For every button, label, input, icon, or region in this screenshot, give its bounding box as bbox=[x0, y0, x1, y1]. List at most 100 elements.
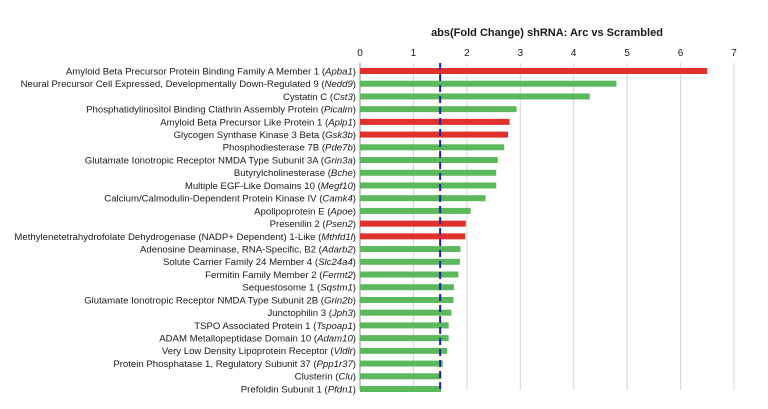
category-label: Amyloid Beta Precursor Protein Binding F… bbox=[66, 66, 356, 77]
category-label: Multiple EGF-Like Domains 10 (Megf10) bbox=[185, 181, 356, 192]
category-close-paren: ) bbox=[353, 334, 356, 345]
category-close-paren: ) bbox=[353, 194, 356, 205]
category-close-paren: ) bbox=[353, 143, 356, 154]
category-close-paren: ) bbox=[353, 244, 356, 255]
bar-clu bbox=[360, 373, 442, 380]
category-label: Cystatin C (Cst3) bbox=[283, 92, 356, 103]
category-label: Sequestosome 1 (Sqstm1) bbox=[242, 283, 356, 294]
category-name: Glutamate Ionotropic Receptor NMDA Type … bbox=[85, 155, 325, 166]
category-label: Apolipoprotein E (Apoe) bbox=[254, 206, 356, 217]
gene-symbol: Ppp1r37 bbox=[317, 359, 354, 370]
x-tick-label: 6 bbox=[678, 48, 684, 59]
gene-symbol: Psen2 bbox=[326, 219, 354, 230]
category-close-paren: ) bbox=[353, 206, 356, 217]
bar-grin3a bbox=[360, 157, 498, 164]
category-label: Phosphodiesterase 7B (Pde7b) bbox=[223, 143, 356, 154]
gene-symbol: Vldlr bbox=[334, 346, 354, 357]
category-label-layer: Amyloid Beta Precursor Protein Binding F… bbox=[14, 66, 356, 395]
bar-fermt2 bbox=[360, 271, 459, 278]
category-label: Methylenetetrahydrofolate Dehydrogenase … bbox=[14, 232, 356, 243]
category-close-paren: ) bbox=[353, 372, 356, 383]
gene-symbol: Picalm bbox=[324, 105, 353, 116]
category-close-paren: ) bbox=[353, 181, 356, 192]
category-label: Amyloid Beta Precursor Like Protein 1 (A… bbox=[160, 117, 356, 128]
category-label: Glycogen Synthase Kinase 3 Beta (Gsk3b) bbox=[174, 130, 356, 141]
bar-camk4 bbox=[360, 195, 486, 202]
category-name: Solute Carrier Family 24 Member 4 ( bbox=[163, 257, 319, 268]
bar-vldlr bbox=[360, 347, 448, 354]
category-close-paren: ) bbox=[353, 321, 356, 332]
bar-pfdn1 bbox=[360, 386, 442, 392]
category-name: Prefoldin Subunit 1 ( bbox=[241, 384, 329, 395]
category-label: ADAM Metallopeptidase Domain 10 (Adam10) bbox=[159, 334, 356, 345]
category-label: Glutamate Ionotropic Receptor NMDA Type … bbox=[85, 155, 356, 166]
bar-jph3 bbox=[360, 309, 452, 316]
gene-symbol: Adarb2 bbox=[321, 244, 354, 255]
gene-symbol: Fermt2 bbox=[322, 270, 353, 281]
category-label: Butyrylcholinesterase (Bche) bbox=[234, 168, 356, 179]
category-label: Presenilin 2 (Psen2) bbox=[270, 219, 356, 230]
gene-symbol: Camk4 bbox=[322, 194, 352, 205]
category-name: Amyloid Beta Precursor Like Protein 1 ( bbox=[160, 117, 329, 128]
category-name: Apolipoprotein E ( bbox=[254, 206, 331, 217]
category-label: TSPO Associated Protein 1 (Tspoap1) bbox=[194, 321, 356, 332]
category-label: Calcium/Calmodulin-Dependent Protein Kin… bbox=[104, 194, 356, 205]
bar-nedd9 bbox=[360, 80, 617, 87]
bar-ppp1r37 bbox=[360, 360, 443, 367]
category-label: Solute Carrier Family 24 Member 4 (Slc24… bbox=[163, 257, 356, 268]
category-name: Cystatin C ( bbox=[283, 92, 334, 103]
gene-symbol: Mthfd1l bbox=[321, 232, 353, 243]
x-tick-label: 4 bbox=[571, 48, 577, 59]
bar-megf10 bbox=[360, 182, 497, 189]
gene-symbol: Clu bbox=[338, 372, 353, 383]
category-close-paren: ) bbox=[353, 79, 356, 90]
bar-bche bbox=[360, 169, 497, 176]
gene-symbol: Pfdn1 bbox=[328, 384, 353, 395]
category-name: Sequestosome 1 ( bbox=[242, 283, 321, 294]
bar-layer bbox=[360, 68, 708, 392]
gene-symbol: Apba1 bbox=[324, 66, 353, 77]
category-name: Phosphatidylinositol Binding Clathrin As… bbox=[86, 105, 325, 116]
category-name: TSPO Associated Protein 1 ( bbox=[194, 321, 317, 332]
gene-symbol: Apoe bbox=[329, 206, 352, 217]
category-label: Protein Phosphatase 1, Regulatory Subuni… bbox=[113, 359, 356, 370]
gene-symbol: Sqstm1 bbox=[320, 283, 353, 294]
category-close-paren: ) bbox=[353, 257, 356, 268]
bar-slc24a4 bbox=[360, 258, 460, 265]
bar-aplp1 bbox=[360, 118, 510, 125]
category-close-paren: ) bbox=[353, 295, 356, 306]
gene-symbol: Grin2b bbox=[324, 295, 353, 306]
gene-symbol: Slc24a4 bbox=[318, 257, 353, 268]
category-label: Neural Precursor Cell Expressed, Develop… bbox=[21, 79, 356, 90]
category-close-paren: ) bbox=[353, 92, 356, 103]
category-close-paren: ) bbox=[353, 270, 356, 281]
x-tick-label: 7 bbox=[731, 48, 737, 59]
gene-symbol: Grin3a bbox=[324, 155, 353, 166]
x-tick-label: 2 bbox=[464, 48, 470, 59]
category-name: Clusterin ( bbox=[295, 372, 340, 383]
category-label: Prefoldin Subunit 1 (Pfdn1) bbox=[241, 384, 356, 395]
category-name: Amyloid Beta Precursor Protein Binding F… bbox=[66, 66, 326, 77]
gene-symbol: Gsk3b bbox=[325, 130, 353, 141]
bar-picalm bbox=[360, 106, 517, 113]
category-close-paren: ) bbox=[353, 308, 356, 319]
category-label: Phosphatidylinositol Binding Clathrin As… bbox=[86, 105, 356, 116]
bar-psen2 bbox=[360, 220, 466, 227]
category-name: Protein Phosphatase 1, Regulatory Subuni… bbox=[113, 359, 317, 370]
category-name: Presenilin 2 ( bbox=[270, 219, 327, 230]
category-label: Fermitin Family Member 2 (Fermt2) bbox=[205, 270, 356, 281]
category-name: Butyrylcholinesterase ( bbox=[234, 168, 332, 179]
grid-layer bbox=[359, 63, 735, 390]
gene-symbol: Adam10 bbox=[316, 334, 353, 345]
category-close-paren: ) bbox=[353, 117, 356, 128]
x-tick-label: 3 bbox=[518, 48, 524, 59]
category-close-paren: ) bbox=[353, 66, 356, 77]
category-name: Neural Precursor Cell Expressed, Develop… bbox=[21, 79, 326, 90]
category-name: Glutamate Ionotropic Receptor NMDA Type … bbox=[84, 295, 325, 306]
bar-grin2b bbox=[360, 296, 454, 303]
bar-cst3 bbox=[360, 93, 590, 100]
category-name: Multiple EGF-Like Domains 10 ( bbox=[185, 181, 322, 192]
bar-apoe bbox=[360, 207, 471, 214]
category-close-paren: ) bbox=[353, 219, 356, 230]
